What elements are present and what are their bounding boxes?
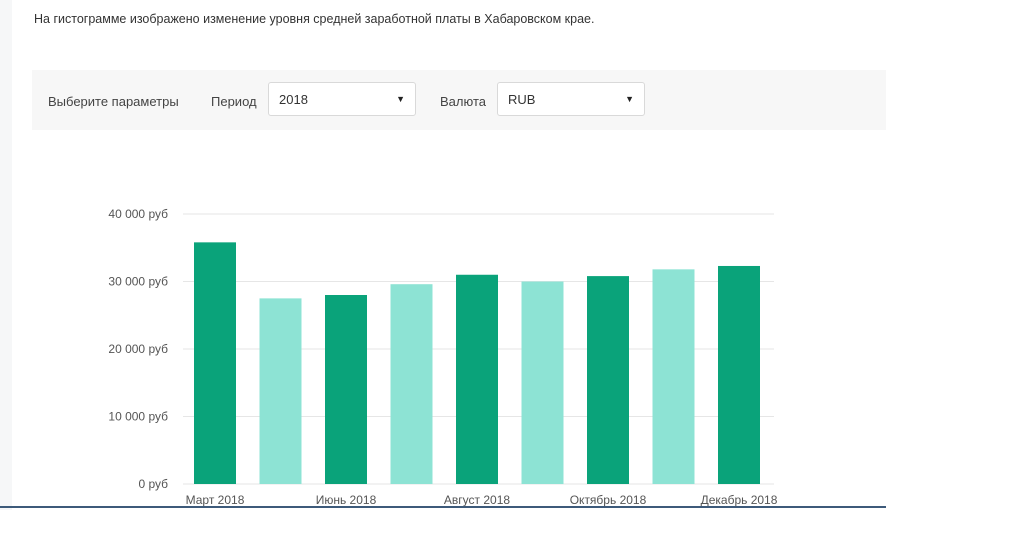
x-tick-label: Декабрь 2018 [701,493,778,507]
currency-select[interactable]: RUB ▼ [497,82,645,116]
x-tick-label: Март 2018 [186,493,245,507]
currency-select-value: RUB [508,91,536,107]
y-tick-label: 30 000 руб [108,275,168,289]
period-label: Период [211,94,257,109]
x-tick-label: Июнь 2018 [316,493,377,507]
bar[interactable] [259,298,302,484]
bar[interactable] [521,281,564,485]
x-axis-ticks: Март 2018 Июнь 2018 Август 2018 Октябрь 201… [186,493,778,507]
params-label: Выберите параметры [48,94,179,109]
bar[interactable] [718,265,760,484]
currency-label: Валюта [440,94,486,109]
period-select-value: 2018 [279,91,308,107]
bottom-divider [0,506,886,508]
period-select[interactable]: 2018 ▼ [268,82,416,116]
x-tick-label: Август 2018 [444,493,510,507]
bar[interactable] [325,295,367,484]
intro-text: На гистограмме изображено изменение уров… [34,12,595,26]
x-tick-label: Октябрь 2018 [570,493,647,507]
parameters-panel [32,70,886,130]
page-left-edge [0,0,12,510]
caret-down-icon: ▼ [396,94,405,104]
bar[interactable] [652,269,695,484]
bar[interactable] [194,242,236,484]
bar[interactable] [390,284,433,484]
y-axis-ticks: 0 руб 10 000 руб 20 000 руб 30 000 руб 40 00… [108,207,168,491]
salary-bar-chart: 0 руб 10 000 руб 20 000 руб 30 000 руб 40 00… [108,207,778,507]
bar[interactable] [587,276,629,484]
bars [194,242,760,484]
bar[interactable] [456,274,498,484]
y-tick-label: 20 000 руб [108,342,168,356]
caret-down-icon: ▼ [625,94,634,104]
y-tick-label: 0 руб [138,477,168,491]
y-tick-label: 10 000 руб [108,410,168,424]
y-tick-label: 40 000 руб [108,207,168,221]
